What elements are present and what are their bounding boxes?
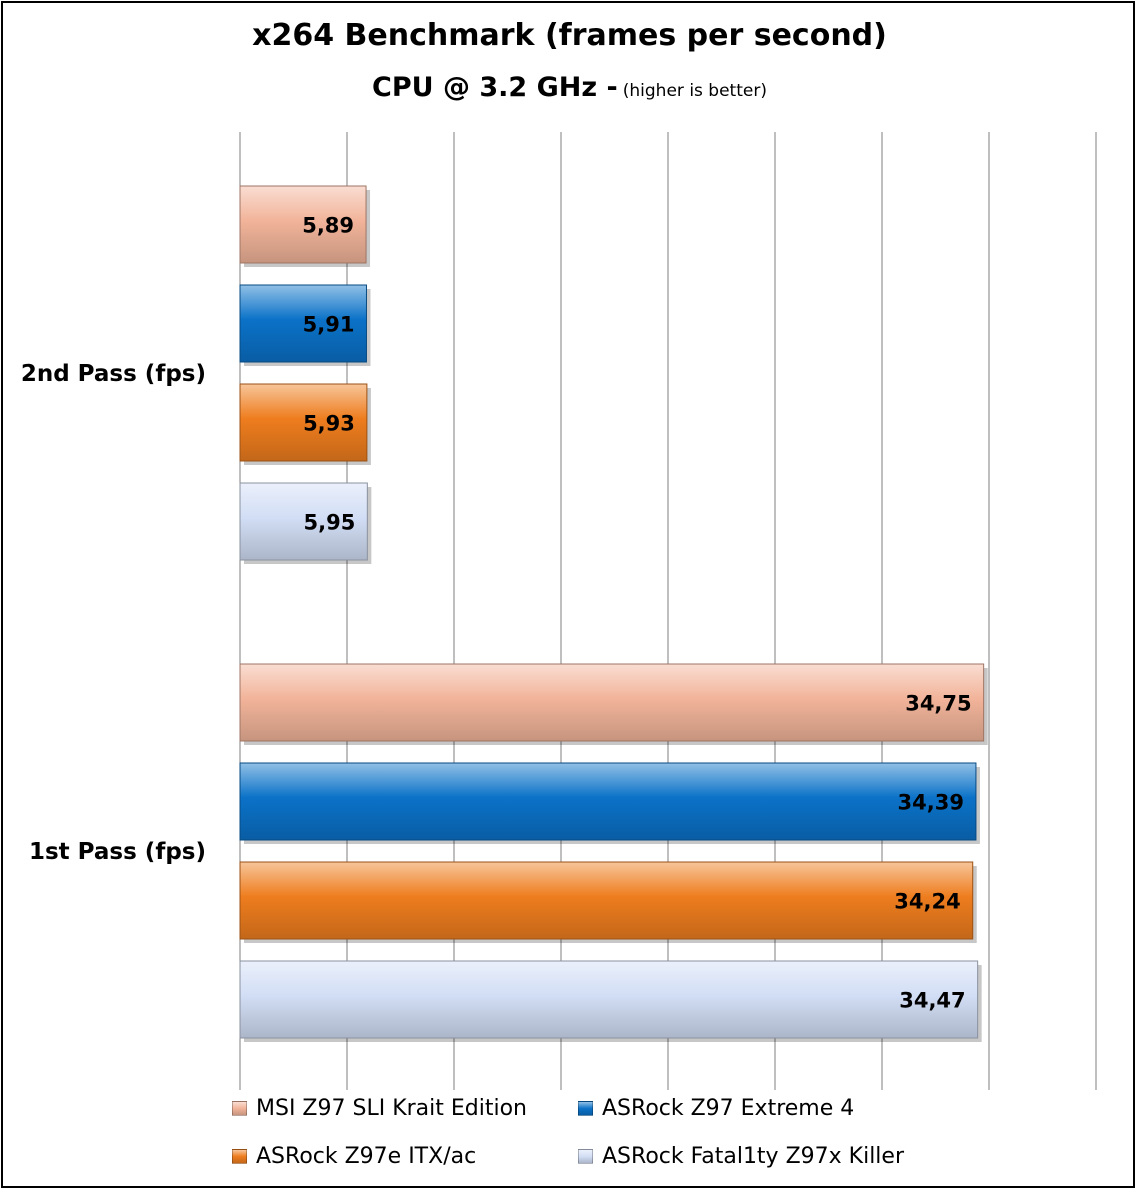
data-label: 5,95 [304, 511, 356, 535]
chart-subtitle: CPU @ 3.2 GHz - [372, 72, 618, 103]
legend-swatch [232, 1101, 247, 1116]
legend-item: ASRock Z97 Extreme 4 [578, 1096, 854, 1121]
legend-label: ASRock Z97e ITX/ac [256, 1144, 477, 1169]
bar-first-pass-series-0 [239, 663, 985, 742]
legend-item: MSI Z97 SLI Krait Edition [232, 1096, 527, 1121]
data-label: 34,24 [894, 890, 960, 914]
category-labels: 2nd Pass (fps) 1st Pass (fps) [21, 361, 206, 865]
legend-swatch [578, 1101, 593, 1116]
chart-title: x264 Benchmark (frames per second) [252, 18, 887, 53]
bar-second-pass-series-3 [239, 482, 368, 561]
bar-first-pass-series-3 [239, 960, 979, 1039]
legend-swatch [578, 1149, 593, 1164]
chart-subtitle-note: (higher is better) [622, 81, 767, 101]
gridlines [239, 132, 1097, 1090]
bar-first-pass-series-1 [239, 762, 977, 841]
legend-swatch [232, 1149, 247, 1164]
data-label: 5,91 [303, 313, 355, 337]
legend-item: ASRock Z97e ITX/ac [232, 1144, 476, 1169]
bar-second-pass-series-0 [239, 185, 367, 264]
category-label: 2nd Pass (fps) [21, 361, 206, 387]
data-label: 34,75 [905, 692, 971, 716]
chart-subtitle-wrap: CPU @ 3.2 GHz - (higher is better) [0, 72, 1139, 103]
legend-label: MSI Z97 SLI Krait Edition [256, 1096, 527, 1121]
bar-second-pass-series-2 [239, 383, 368, 462]
data-label: 5,89 [302, 214, 354, 238]
data-label: 34,47 [899, 989, 965, 1013]
legend-label: ASRock Fatal1ty Z97x Killer [602, 1144, 904, 1169]
category-label: 1st Pass (fps) [29, 839, 206, 865]
data-label: 5,93 [303, 412, 355, 436]
bars: 5,89 5,91 5,93 5,95 34,75 34,39 34,24 34,47 [239, 185, 988, 1042]
bar-second-pass-series-1 [239, 284, 367, 363]
data-label: 34,39 [898, 791, 964, 815]
bar-first-pass-series-2 [239, 861, 974, 940]
legend-item: ASRock Fatal1ty Z97x Killer [578, 1144, 904, 1169]
legend-label: ASRock Z97 Extreme 4 [602, 1096, 855, 1121]
